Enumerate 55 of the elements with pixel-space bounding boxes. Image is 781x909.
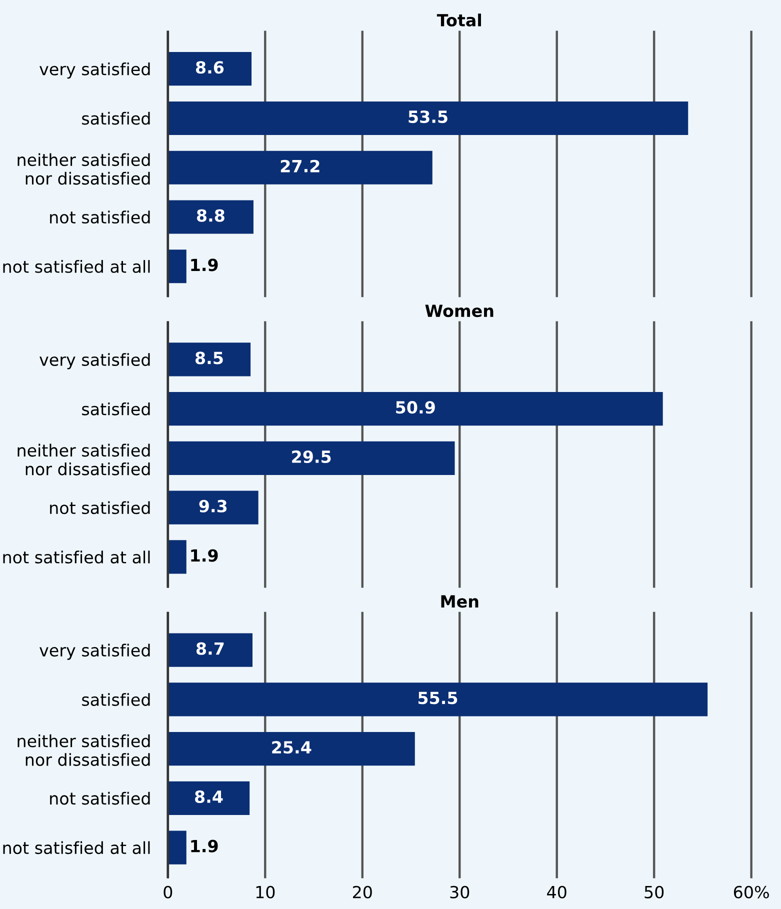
- y-tick-label: very satisfied: [40, 644, 150, 660]
- data-label: 8.7: [196, 642, 224, 655]
- y-tick-label: neither satisfied nor dissatisfied: [18, 153, 150, 185]
- bar: [168, 52, 252, 86]
- chart-title: Total: [436, 14, 481, 26]
- bar: [168, 830, 186, 864]
- data-label: 8.5: [195, 352, 223, 364]
- x-tick-label: 60%: [734, 886, 769, 898]
- data-label: 1.9: [191, 549, 218, 562]
- x-tick-label: 10: [256, 886, 275, 898]
- x-tick-label: 0: [164, 886, 172, 898]
- y-tick-label: not satisfied: [50, 210, 150, 224]
- x-tick-label: 20: [353, 886, 372, 898]
- bar: [168, 490, 258, 524]
- bar: [168, 633, 253, 667]
- data-label: 1.9: [191, 840, 218, 852]
- chart-title: Women: [425, 304, 494, 318]
- y-tick-label: neither satisfied nor dissatisfied: [18, 734, 150, 766]
- data-label: 29.5: [292, 450, 331, 464]
- data-label: 8.8: [196, 209, 224, 222]
- y-tick-label: not satisfied at all: [3, 550, 150, 564]
- data-label: 25.4: [272, 741, 312, 754]
- y-tick-label: not satisfied: [50, 792, 150, 805]
- y-tick-label: not satisfied at all: [3, 260, 150, 273]
- chart-title: Men: [441, 595, 478, 608]
- data-label: 53.5: [408, 110, 448, 124]
- bar: [168, 682, 708, 716]
- data-label: 27.2: [280, 160, 320, 172]
- bar: [168, 781, 250, 815]
- bar: [168, 540, 186, 574]
- bar: [168, 200, 254, 234]
- bar: [168, 101, 688, 136]
- y-tick-label: satisfied: [82, 693, 150, 706]
- bar: [168, 441, 455, 475]
- data-label: 8.6: [196, 61, 224, 74]
- data-label: 55.5: [418, 692, 458, 704]
- bar: [168, 250, 186, 284]
- bar: [168, 392, 663, 426]
- y-tick-label: very satisfied: [40, 62, 150, 79]
- y-tick-label: very satisfied: [40, 353, 150, 370]
- y-tick-label: neither satisfied nor dissatisfied: [18, 444, 150, 476]
- data-label: 9.3: [199, 500, 227, 512]
- y-tick-label: not satisfied at all: [3, 841, 150, 854]
- y-tick-label: satisfied: [82, 112, 150, 125]
- bar: [168, 342, 251, 376]
- y-tick-label: satisfied: [82, 402, 150, 416]
- x-tick-label: 30: [450, 886, 470, 898]
- data-label: 1.9: [191, 258, 218, 272]
- bar: [168, 732, 415, 766]
- data-label: 50.9: [396, 401, 435, 414]
- x-tick-label: 50: [644, 886, 664, 898]
- data-label: 8.4: [195, 790, 223, 804]
- bar: [168, 150, 432, 184]
- y-tick-label: not satisfied: [50, 501, 150, 514]
- x-tick-label: 40: [547, 886, 566, 898]
